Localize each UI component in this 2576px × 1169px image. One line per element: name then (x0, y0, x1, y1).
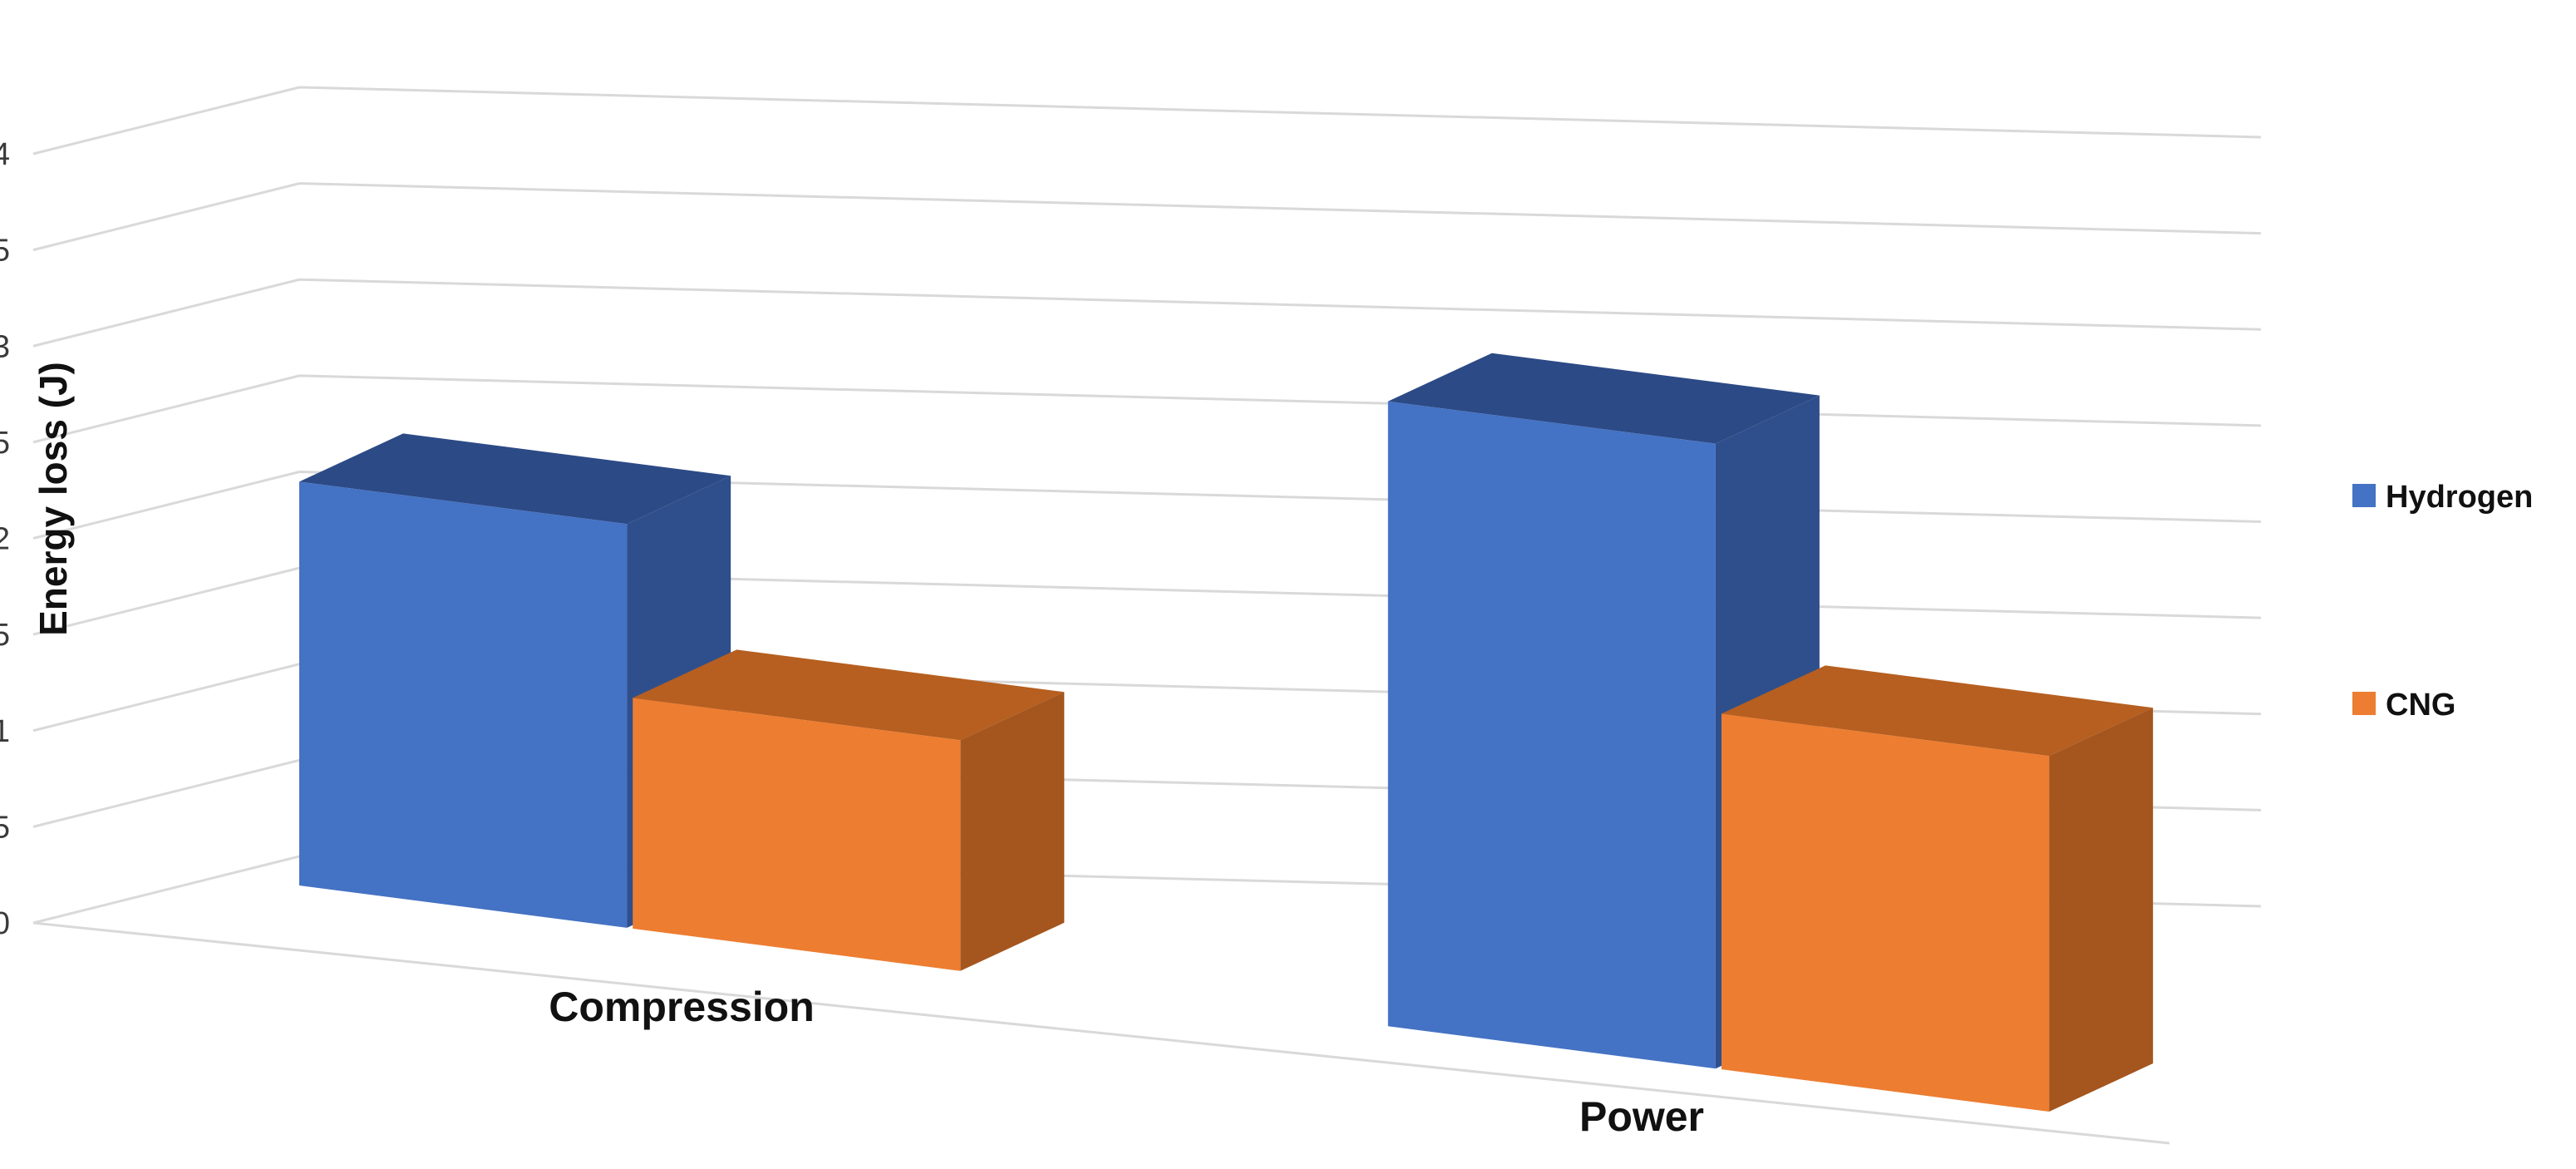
y-tick-label: 2.5 (0, 426, 10, 461)
legend-entry: Hydrogen (2386, 480, 2533, 515)
bar-top-face (633, 649, 1065, 741)
bar-front-face (1721, 713, 2050, 1112)
bars (299, 353, 2154, 1112)
gridline (32, 374, 2262, 444)
floor-edge (32, 921, 2170, 1145)
bar-front-face (633, 698, 961, 971)
y-tick-label: 3 (0, 329, 10, 364)
bar-front-face (299, 481, 628, 928)
bar-top-face (299, 433, 731, 525)
bar-side-face (960, 692, 1065, 971)
y-tick-label: 0 (0, 906, 10, 941)
bar-top-face (1721, 665, 2154, 757)
gridline (32, 278, 2262, 348)
legend-entry: CNG (2386, 688, 2455, 723)
bar-cng-compression (633, 649, 1065, 971)
y-tick-label: 2 (0, 522, 10, 557)
legend: Hydrogen CNG (2352, 480, 2533, 723)
bar-side-face (2049, 708, 2154, 1112)
y-tick-label: 0.5 (0, 810, 10, 845)
bar-top-face (1387, 353, 1820, 444)
category-label: Compression (549, 984, 815, 1030)
y-axis-title: Energy loss (J) (32, 362, 75, 636)
y-tick-labels: 0 0.5 1 1.5 2 2.5 3 3.5 4 (0, 137, 10, 941)
category-labels: Compression Power (549, 984, 1704, 1140)
gridlines (32, 86, 2262, 1145)
legend-swatch (2352, 484, 2376, 507)
y-tick-label: 1.5 (0, 618, 10, 653)
gridline (32, 86, 2262, 155)
category-label: Power (1579, 1093, 1704, 1140)
legend-swatch (2352, 692, 2376, 715)
bar-front-face (1387, 401, 1716, 1069)
y-tick-label: 1 (0, 714, 10, 749)
y-tick-label: 4 (0, 137, 10, 172)
bar-cng-power (1721, 665, 2154, 1112)
y-tick-label: 3.5 (0, 234, 10, 269)
gridline (32, 182, 2262, 252)
